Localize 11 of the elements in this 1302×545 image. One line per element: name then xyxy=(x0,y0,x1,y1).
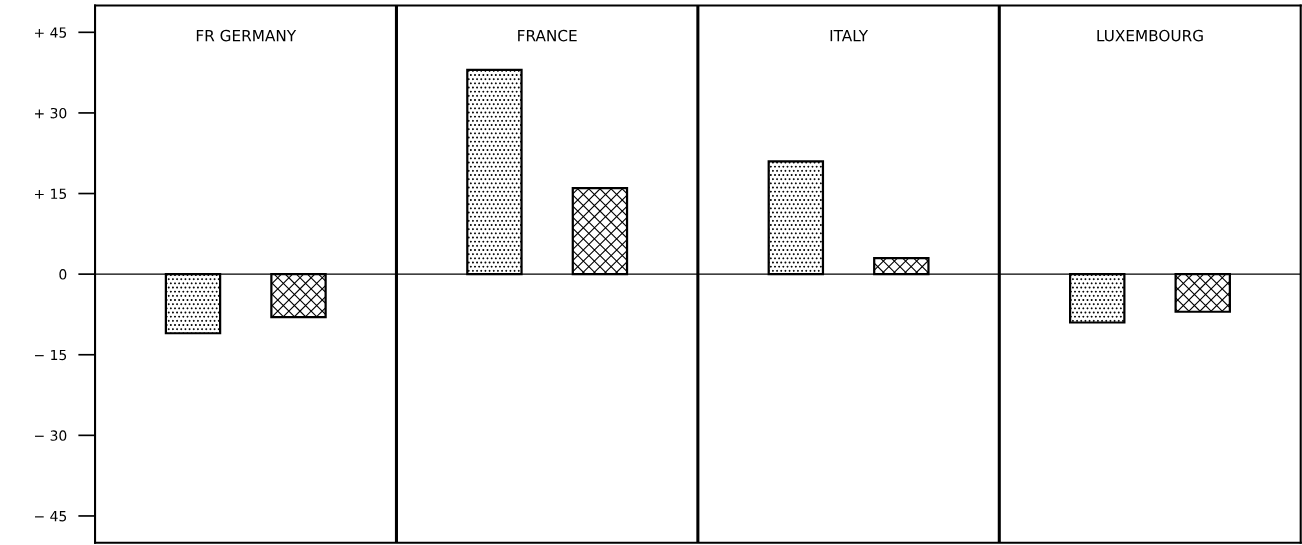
x-tick-label: LUXEMBOURG xyxy=(1097,29,1203,42)
y-tick-label: + 15 xyxy=(35,188,67,199)
y-tick-label: + 30 xyxy=(35,107,67,119)
x-tick-label: FR GERMANY xyxy=(196,29,297,42)
x-tick-label: FRANCE xyxy=(518,29,577,42)
y-tick-label: − 30 xyxy=(35,430,67,441)
y-tick-label: − 15 xyxy=(35,349,67,361)
y-tick-label: + 45 xyxy=(35,27,67,38)
x-tick-label: ITALY xyxy=(830,30,869,42)
y-tick-label: − 45 xyxy=(35,511,67,522)
y-tick-label: 0 xyxy=(59,269,67,280)
